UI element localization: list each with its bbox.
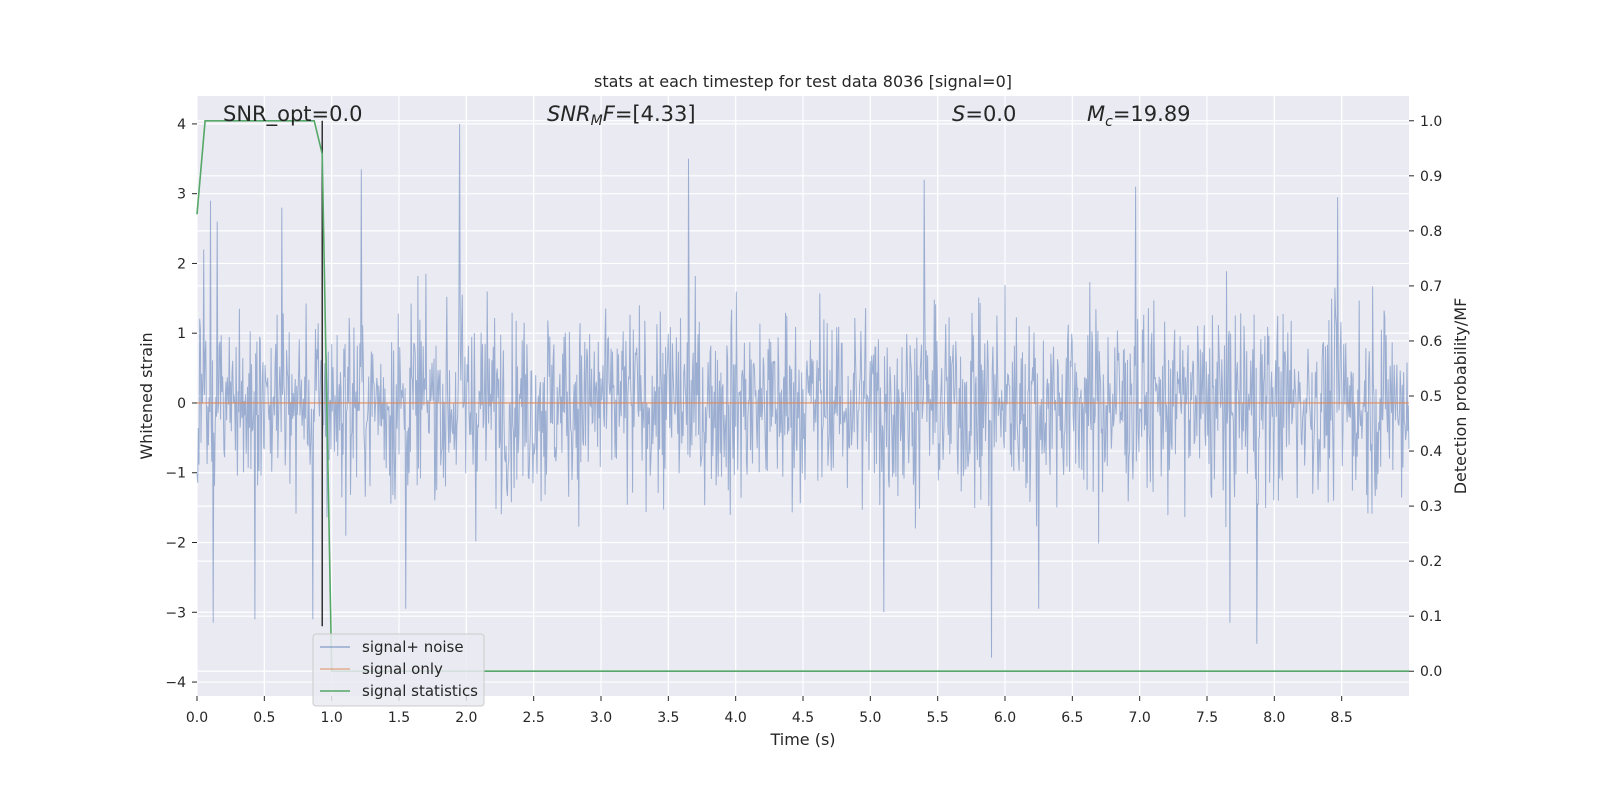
legend: signal+ noise signal only signal statist… xyxy=(312,633,485,707)
annotation-snr-mf: SNRMF=[4.33] xyxy=(547,102,696,129)
y-right-tick-label: 1.0 xyxy=(1420,114,1442,130)
y-right-tick-label: 0.9 xyxy=(1420,169,1442,185)
annotation-snr-opt: SNR_opt=0.0 xyxy=(223,102,363,127)
chart-title: stats at each timestep for test data 803… xyxy=(594,72,1012,91)
y-right-tick-label: 0.1 xyxy=(1420,609,1442,625)
annotation-s: S=0.0 xyxy=(952,102,1016,126)
y-left-tick-label: 0 xyxy=(177,396,186,412)
y-left-tick-label: 2 xyxy=(177,256,186,272)
y-left-tick-label: 4 xyxy=(177,117,186,133)
x-tick-label: 5.5 xyxy=(927,710,949,726)
y-left-tick-label: 3 xyxy=(177,187,186,203)
legend-label-stats: signal statistics xyxy=(362,682,478,700)
annotation-mc-value: =19.89 xyxy=(1113,102,1191,126)
x-tick-label: 7.5 xyxy=(1196,710,1218,726)
y-right-tick-label: 0.3 xyxy=(1420,499,1442,515)
y-right-tick-label: 0.5 xyxy=(1420,389,1442,405)
series-signal-noise xyxy=(196,123,1410,658)
x-tick-label: 3.0 xyxy=(590,710,612,726)
y-right-tick-label: 0.4 xyxy=(1420,444,1442,460)
y-axis-left-label: Whitened strain xyxy=(137,332,156,459)
x-tick-label: 8.0 xyxy=(1263,710,1285,726)
x-tick-label: 4.0 xyxy=(725,710,747,726)
y-right-tick-label: 0.8 xyxy=(1420,224,1442,240)
series-line-signal-noise xyxy=(196,123,1410,658)
x-tick-label: 4.5 xyxy=(792,710,814,726)
x-axis-label: Time (s) xyxy=(769,730,835,749)
y-left-tick-label: −1 xyxy=(165,466,186,482)
y-axis-right-label: Detection probability/MF xyxy=(1451,298,1470,495)
x-tick-label: 5.0 xyxy=(859,710,881,726)
annotation-mc: Mc=19.89 xyxy=(1087,102,1191,130)
x-tick-label: 1.0 xyxy=(321,710,343,726)
x-tick-label: 2.5 xyxy=(523,710,545,726)
x-tick-label: 3.5 xyxy=(657,710,679,726)
x-tick-label: 0.5 xyxy=(253,710,275,726)
x-tick-label: 1.5 xyxy=(388,710,410,726)
x-tick-label: 8.5 xyxy=(1331,710,1353,726)
ticks: 0.0 0.5 1.0 1.5 2.0 2.5 3.0 3.5 4.0 4.5 5.0 5.5 6.0 6… xyxy=(165,114,1442,726)
y-right-tick-label: 0.7 xyxy=(1420,279,1442,295)
annotation-snr-mf-value: =[4.33] xyxy=(615,102,696,126)
y-right-tick-label: 0.2 xyxy=(1420,554,1442,570)
x-tick-label: 6.5 xyxy=(1061,710,1083,726)
x-tick-label: 6.0 xyxy=(994,710,1016,726)
y-left-tick-label: −4 xyxy=(165,675,186,691)
x-tick-label: 7.0 xyxy=(1129,710,1151,726)
x-tick-label: 0.0 xyxy=(186,710,208,726)
y-left-tick-label: 1 xyxy=(177,326,186,342)
y-left-tick-label: −3 xyxy=(165,605,186,621)
annotation-s-value: =0.0 xyxy=(965,102,1016,126)
y-left-tick-label: −2 xyxy=(165,536,186,552)
legend-label-noise: signal+ noise xyxy=(362,638,464,656)
y-right-tick-label: 0.6 xyxy=(1420,334,1442,350)
legend-label-signal: signal only xyxy=(362,660,443,678)
x-tick-label: 2.0 xyxy=(455,710,477,726)
legend-box xyxy=(312,633,485,707)
y-right-tick-label: 0.0 xyxy=(1420,664,1442,680)
